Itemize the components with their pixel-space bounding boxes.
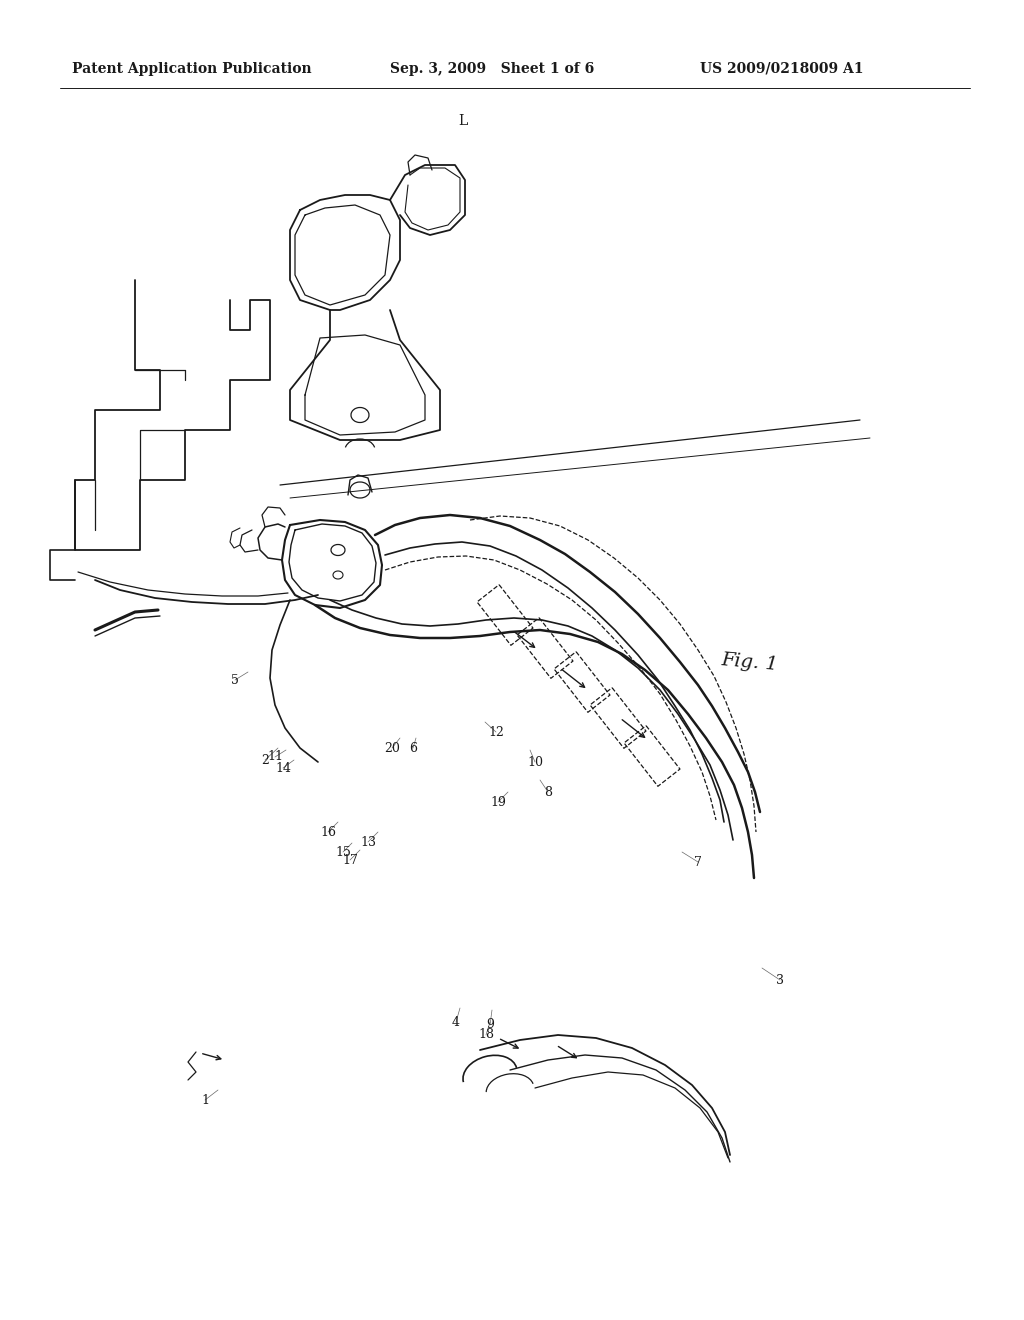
Text: 7: 7: [694, 855, 701, 869]
Text: L: L: [458, 114, 467, 128]
Text: 12: 12: [488, 726, 504, 738]
Text: 13: 13: [360, 836, 376, 849]
Text: Fig. 1: Fig. 1: [720, 651, 778, 675]
Text: Patent Application Publication: Patent Application Publication: [72, 62, 311, 77]
Text: 18: 18: [478, 1028, 494, 1041]
Text: 17: 17: [342, 854, 358, 866]
Text: 10: 10: [527, 755, 543, 768]
Text: 6: 6: [409, 742, 417, 755]
Text: 16: 16: [319, 825, 336, 838]
Text: Sep. 3, 2009   Sheet 1 of 6: Sep. 3, 2009 Sheet 1 of 6: [390, 62, 594, 77]
Text: 11: 11: [267, 751, 283, 763]
Text: 1: 1: [201, 1093, 209, 1106]
Text: 14: 14: [275, 762, 291, 775]
Text: 2: 2: [261, 754, 269, 767]
Text: 4: 4: [452, 1015, 460, 1028]
Text: 9: 9: [486, 1019, 494, 1031]
Text: 20: 20: [384, 742, 400, 755]
Text: 15: 15: [335, 846, 351, 858]
Text: 5: 5: [231, 673, 239, 686]
Text: 3: 3: [776, 974, 784, 986]
Text: 19: 19: [490, 796, 506, 808]
Text: 8: 8: [544, 785, 552, 799]
Text: US 2009/0218009 A1: US 2009/0218009 A1: [700, 62, 863, 77]
